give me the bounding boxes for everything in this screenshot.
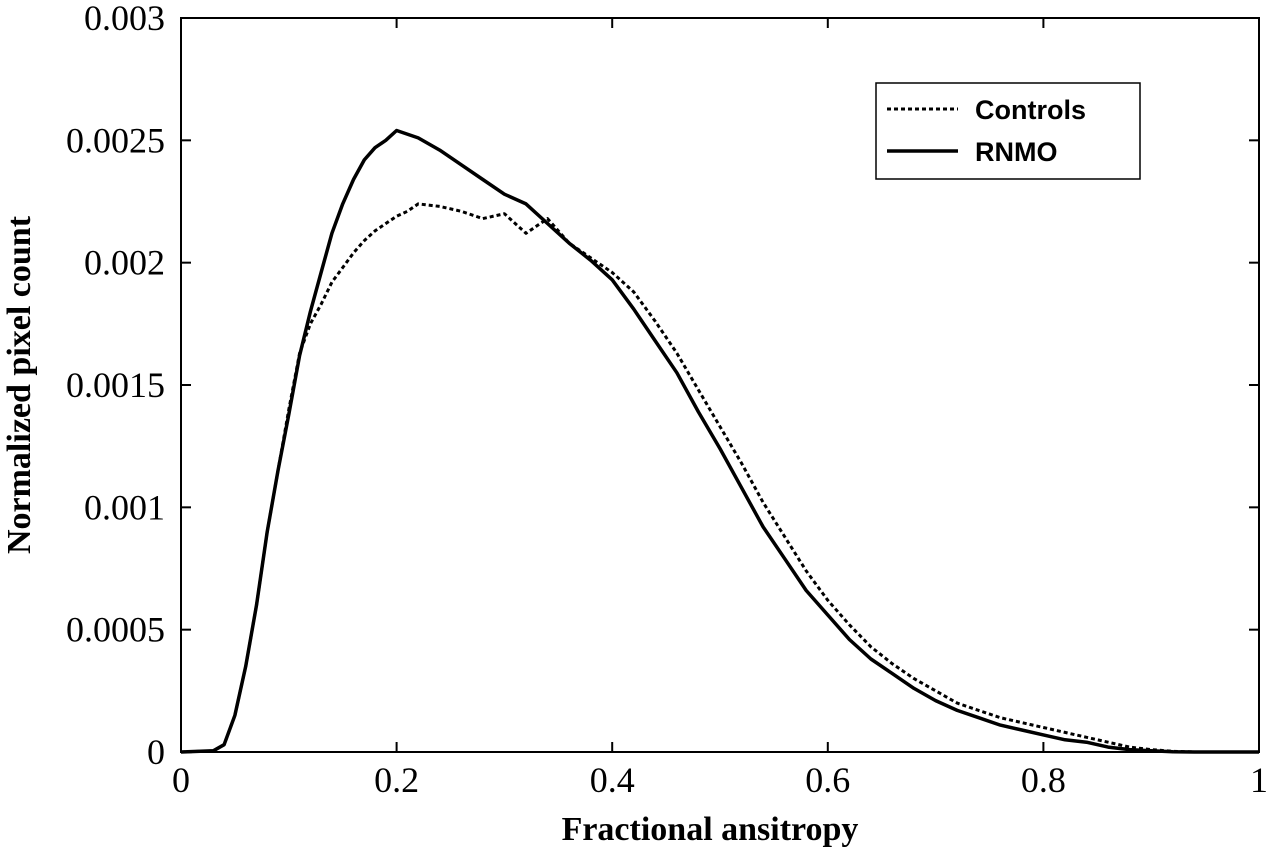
series-lines — [180, 128, 1259, 754]
axis-tick-labels: 0 0.2 0.4 0.6 0.8 1 0 0.0005 0.001 0.0015 0.002 0.0… — [66, 0, 1268, 800]
y-tick-label: 0.002 — [84, 243, 165, 283]
x-tick-label: 0.8 — [1021, 760, 1066, 800]
y-axis-title: Normalized pixel count — [1, 215, 38, 554]
y-tick-label: 0 — [147, 732, 165, 772]
y-tick-label: 0.0015 — [66, 365, 165, 405]
legend-label-rnmo: RNMO — [975, 137, 1058, 167]
x-tick-label: 1 — [1250, 760, 1268, 800]
legend: Controls RNMO — [875, 82, 1141, 180]
y-tick-label: 0.001 — [84, 487, 165, 527]
y-tick-label: 0.0025 — [66, 120, 165, 160]
legend-box — [875, 82, 1141, 180]
legend-label-controls: Controls — [975, 95, 1086, 125]
series-line-rnmo — [180, 128, 1259, 754]
x-tick-label: 0.2 — [374, 760, 419, 800]
y-tick-label: 0.003 — [84, 0, 165, 38]
series-line-controls — [180, 202, 1259, 754]
y-tick-label: 0.0005 — [66, 610, 165, 650]
x-tick-label: 0.6 — [805, 760, 850, 800]
x-tick-label: 0 — [172, 760, 190, 800]
x-tick-label: 0.4 — [590, 760, 635, 800]
x-axis-title: Fractional ansitropy — [562, 811, 859, 848]
